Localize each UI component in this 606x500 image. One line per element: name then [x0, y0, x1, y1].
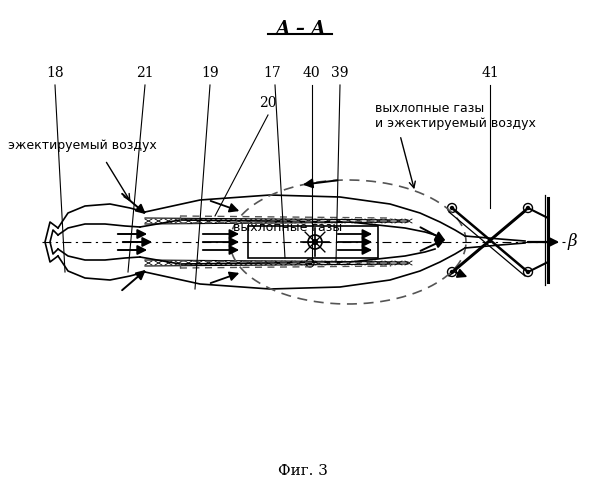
Text: 19: 19	[201, 66, 219, 80]
Circle shape	[527, 270, 530, 274]
Text: 20: 20	[259, 96, 277, 110]
Text: Фиг. 3: Фиг. 3	[278, 464, 328, 478]
Circle shape	[313, 240, 318, 244]
Text: 17: 17	[263, 66, 281, 80]
Text: эжектируемый воздух: эжектируемый воздух	[8, 139, 157, 152]
Text: 41: 41	[481, 66, 499, 80]
Text: А – А: А – А	[275, 20, 325, 38]
Text: 40: 40	[302, 66, 320, 80]
Text: выхлопные газы: выхлопные газы	[233, 221, 342, 234]
Text: 39: 39	[331, 66, 348, 80]
Circle shape	[308, 262, 311, 264]
Text: β: β	[568, 234, 578, 250]
Text: 18: 18	[46, 66, 64, 80]
Text: 21: 21	[136, 66, 154, 80]
Circle shape	[450, 206, 453, 210]
Circle shape	[527, 206, 530, 210]
Bar	[248, 226, 378, 258]
Circle shape	[450, 270, 453, 274]
Text: выхлопные газы
и эжектируемый воздух: выхлопные газы и эжектируемый воздух	[375, 102, 536, 130]
